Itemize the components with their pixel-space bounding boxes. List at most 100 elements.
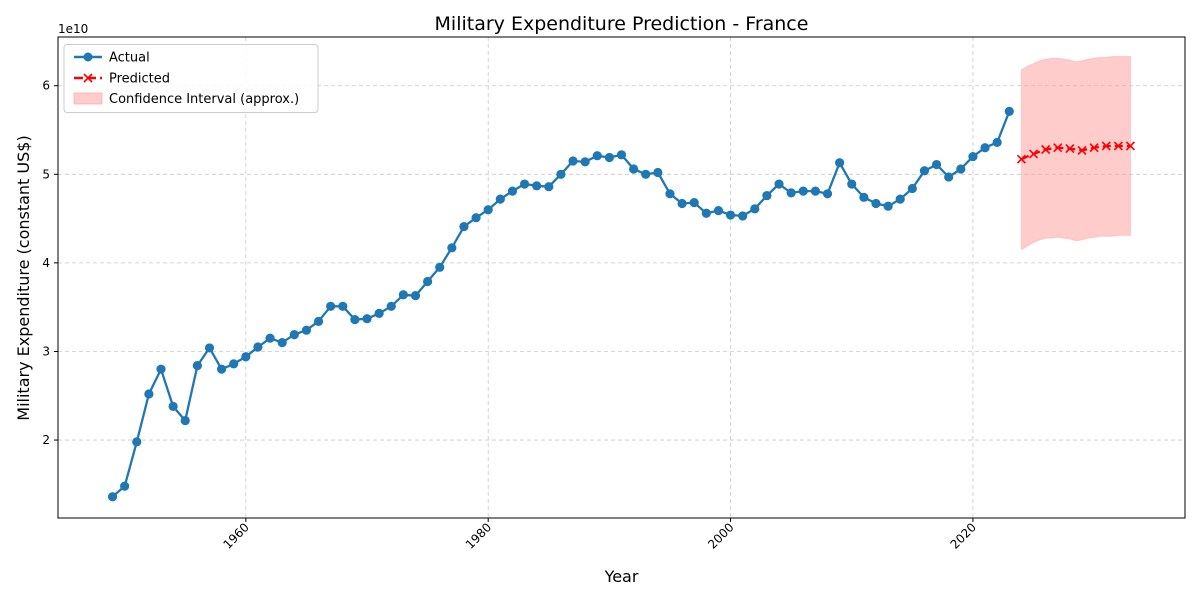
actual-point (750, 204, 760, 214)
predicted-point (1028, 149, 1039, 159)
actual-point (629, 164, 639, 174)
actual-point (168, 401, 178, 411)
predicted-point (1101, 141, 1111, 151)
x-axis-label: Year (604, 567, 639, 586)
actual-point (859, 192, 869, 202)
actual-point (592, 151, 602, 161)
actual-point (1004, 106, 1014, 117)
actual-point (895, 194, 905, 204)
actual-point (410, 291, 421, 301)
plot-frame (57, 36, 1186, 519)
actual-point (604, 152, 614, 163)
actual-point (398, 290, 408, 300)
actual-point (192, 361, 202, 371)
actual-point (386, 301, 396, 311)
y-tick-label: 4 (42, 256, 50, 270)
actual-point (495, 194, 505, 204)
actual-point (738, 211, 748, 221)
actual-point (435, 262, 445, 272)
grid (58, 37, 1185, 518)
predicted-point (1113, 141, 1123, 151)
actual-point (641, 169, 651, 179)
actual-point (701, 208, 711, 218)
legend-interval-label: Confidence Interval (approx.) (109, 92, 299, 107)
predicted-point (1065, 144, 1075, 154)
actual-point (762, 190, 772, 201)
actual-point (216, 364, 227, 374)
actual-point (350, 314, 360, 325)
predicted-point (1016, 154, 1026, 164)
actual-point (313, 316, 324, 326)
actual-point (835, 158, 845, 168)
legend-box (63, 44, 319, 113)
actual-point (144, 389, 154, 399)
actual-point (132, 437, 142, 447)
actual-point (774, 179, 784, 189)
actual-point (944, 172, 954, 182)
actual-point (653, 167, 663, 178)
actual-point (568, 156, 578, 166)
actual-point (507, 186, 518, 196)
actual-point (677, 198, 687, 209)
actual-point (423, 276, 433, 287)
actual-point (931, 159, 942, 170)
actual-point (544, 182, 554, 192)
actual-point (883, 201, 893, 211)
actual-point (980, 143, 990, 153)
actual-point (532, 181, 542, 191)
actual-point (301, 325, 312, 335)
y-tick-label: 5 (42, 167, 50, 181)
legend-predicted-marker (83, 73, 93, 83)
actual-point (241, 352, 251, 362)
actual-point (871, 198, 881, 209)
y-axis-label: Military Expenditure (constant US$) (14, 135, 33, 420)
actual-point (956, 164, 966, 174)
x-tick-label: 2020 (948, 520, 979, 551)
actual-point (907, 183, 917, 194)
actual-point (362, 314, 372, 324)
actual-point (689, 198, 699, 208)
predicted-point (1053, 143, 1063, 153)
actual-point (556, 169, 566, 179)
actual-point (107, 492, 118, 502)
y-tick-label: 3 (42, 344, 50, 358)
actual-series-line (111, 110, 1011, 498)
axis-ticks: 1960 1980 2000 2020 2 3 4 5 6 (42, 79, 979, 552)
actual-point (289, 330, 299, 340)
actual-point (229, 359, 239, 369)
legend-actual-label: Actual (109, 51, 150, 66)
legend: Actual Predicted Confidence Interval (ap… (63, 44, 319, 113)
actual-point (616, 150, 627, 160)
actual-point (156, 364, 166, 374)
actual-point (810, 186, 820, 196)
actual-point (919, 166, 930, 176)
actual-point (519, 179, 530, 189)
actual-point (326, 301, 336, 311)
legend-actual-marker (83, 52, 93, 62)
actual-point (253, 342, 263, 352)
actual-point (180, 415, 190, 426)
actual-point (483, 205, 493, 215)
actual-point (374, 308, 384, 318)
x-tick-label: 1960 (220, 520, 251, 551)
actual-point (459, 221, 469, 232)
actual-point (471, 213, 481, 223)
actual-point (665, 189, 675, 199)
actual-point (277, 338, 287, 348)
y-tick-label: 2 (42, 433, 50, 447)
actual-point (992, 137, 1002, 148)
actual-point (847, 179, 857, 189)
actual-point (204, 343, 215, 353)
actual-point (822, 189, 833, 199)
actual-point (713, 206, 724, 216)
legend-predicted-label: Predicted (109, 72, 170, 87)
x-tick-label: 1980 (463, 520, 494, 551)
confidence-band-layer (1020, 56, 1131, 251)
predicted-point (1125, 141, 1136, 151)
predicted-point (1041, 144, 1051, 155)
chart-title: Military Expenditure Prediction - France (435, 13, 809, 35)
y-tick-label: 6 (42, 79, 50, 93)
legend-interval-swatch (73, 92, 103, 105)
